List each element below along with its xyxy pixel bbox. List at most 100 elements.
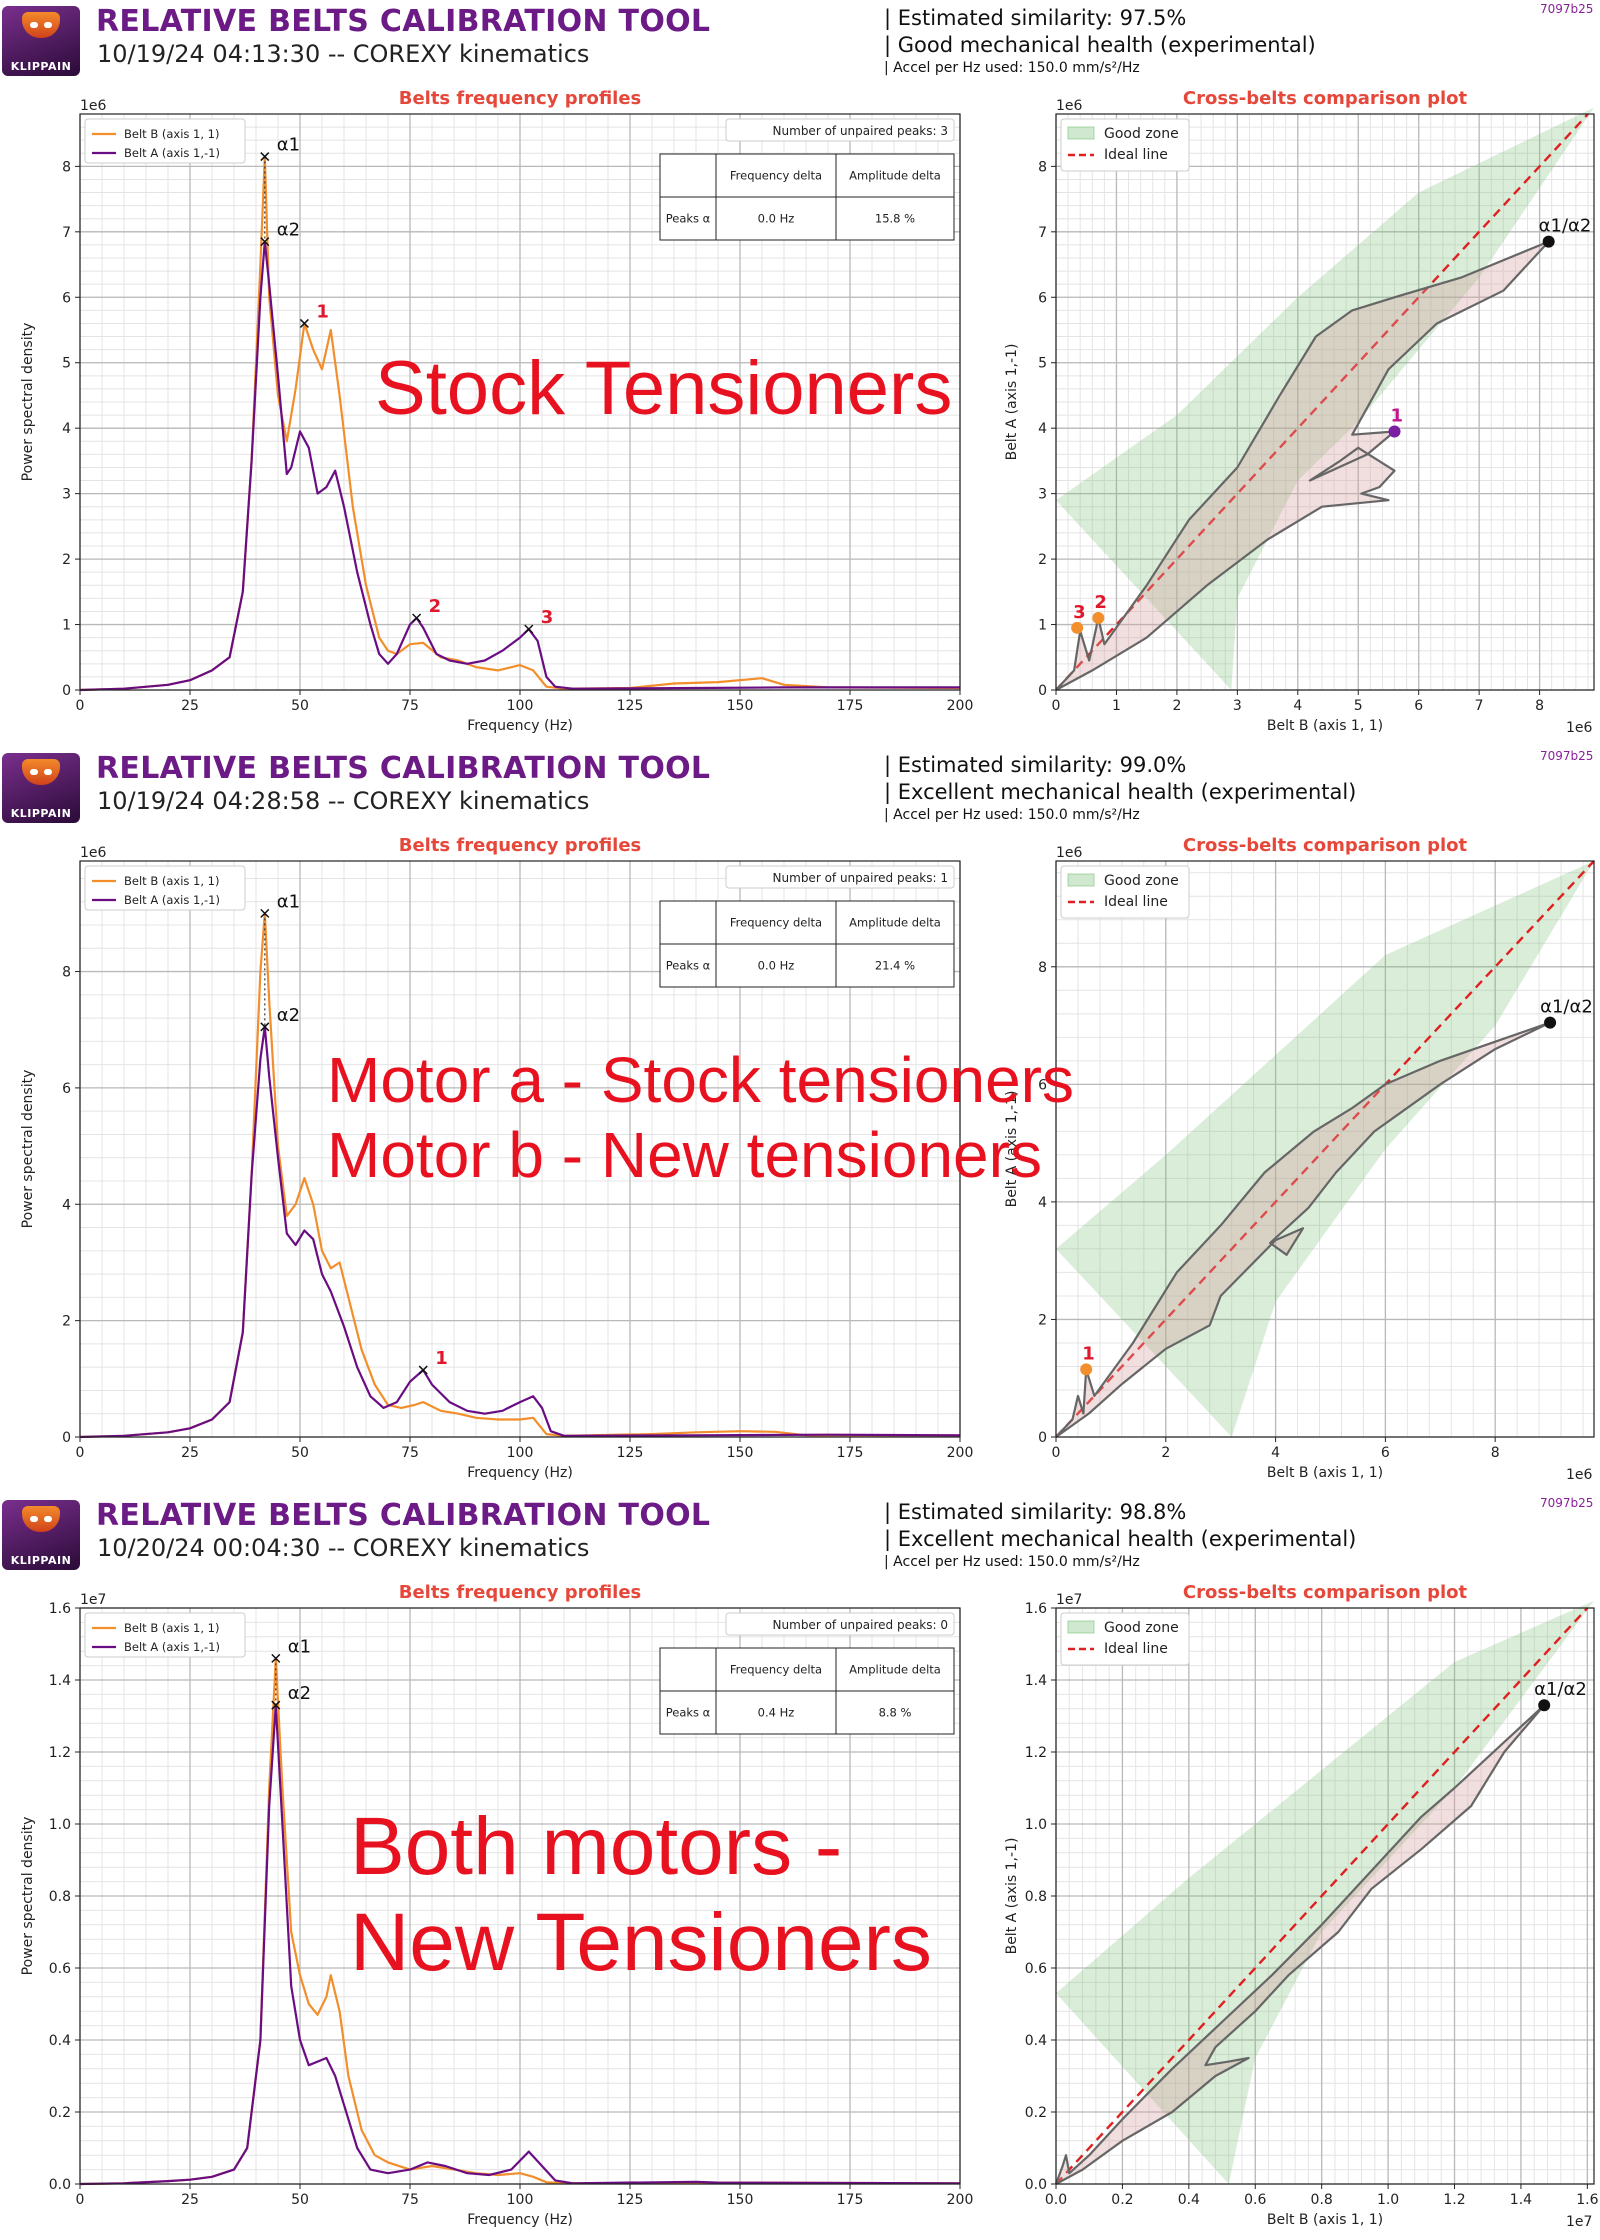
klippain-logo: KLIPPAIN <box>2 753 80 823</box>
legend-label: Belt B (axis 1, 1) <box>124 874 219 888</box>
chart-title: Belts frequency profiles <box>399 1582 642 1603</box>
y-tick-label: 4 <box>1038 1195 1047 1211</box>
peak-marker <box>271 1653 281 1663</box>
x-tick-label: 2 <box>1161 1445 1170 1461</box>
x-tick-label: 50 <box>291 2192 309 2208</box>
logo-eye-icon <box>30 769 38 775</box>
table-header: Frequency delta <box>730 1663 822 1677</box>
y-tick-label: 3 <box>1038 487 1047 503</box>
y-tick-label: 1 <box>62 618 71 634</box>
health-text: | Excellent mechanical health (experimen… <box>884 780 1357 804</box>
legend: Belt B (axis 1, 1) Belt A (axis 1,-1) <box>84 118 246 164</box>
similarity-text: | Estimated similarity: 97.5% <box>884 6 1187 30</box>
accel-text: | Accel per Hz used: 150.0 mm/s²/Hz <box>884 60 1140 76</box>
peak-point <box>1538 1699 1551 1712</box>
x-tick-label: 0.6 <box>1244 2192 1266 2208</box>
peak-marker <box>418 1365 428 1375</box>
peaks-table: Peaks α Frequency delta 0.0 Hz Amplitude de… <box>659 900 955 988</box>
x-tick-label: 200 <box>947 1445 974 1461</box>
x-axis-label: Frequency (Hz) <box>467 2212 573 2228</box>
y-tick-label: 1.4 <box>49 1673 71 1689</box>
x-tick-label: 125 <box>617 1445 644 1461</box>
x-tick-label: 2 <box>1172 698 1181 714</box>
y-tick-label: 5 <box>1038 356 1047 372</box>
tool-title: RELATIVE BELTS CALIBRATION TOOL <box>96 1498 711 1533</box>
y-tick-label: 4 <box>1038 421 1047 437</box>
plot-frame <box>1055 860 1595 1438</box>
x-tick-label: 25 <box>181 1445 199 1461</box>
table-cell: 0.4 Hz <box>758 1706 795 1720</box>
y-multiplier: 1e6 <box>80 98 107 114</box>
logo-crown-icon <box>22 12 60 38</box>
x-tick-label: 5 <box>1354 698 1363 714</box>
unpaired-peaks-text: Number of unpaired peaks: 3 <box>773 124 948 138</box>
peak-point <box>1071 621 1084 634</box>
peak-point <box>1388 425 1401 438</box>
table-cell: 8.8 % <box>879 1706 912 1720</box>
tool-title: RELATIVE BELTS CALIBRATION TOOL <box>96 4 711 39</box>
peak-label: 3 <box>541 607 554 628</box>
peak-label: 2 <box>429 596 442 617</box>
peak-label: α1 <box>288 1636 311 1657</box>
peak-marker <box>260 908 270 918</box>
point-label: 2 <box>1094 592 1107 613</box>
x-tick-label: 6 <box>1414 698 1423 714</box>
legend: Belt B (axis 1, 1) Belt A (axis 1,-1) <box>84 1612 246 1658</box>
legend-label: Good zone <box>1104 873 1179 889</box>
legend-label: Ideal line <box>1104 1641 1168 1657</box>
y-multiplier: 1e7 <box>80 1592 106 1608</box>
y-tick-label: 5 <box>62 356 71 372</box>
y-tick-label: 0.6 <box>49 1961 71 1977</box>
series-line-belt-a <box>79 1025 961 1439</box>
point-label: 1 <box>1082 1343 1095 1364</box>
x-multiplier: 1e6 <box>1566 1467 1593 1483</box>
y-tick-label: 2 <box>1038 1312 1047 1328</box>
y-tick-label: 0.8 <box>1025 1889 1047 1905</box>
accel-text: | Accel per Hz used: 150.0 mm/s²/Hz <box>884 807 1140 823</box>
legend-label: Belt B (axis 1, 1) <box>124 1621 219 1635</box>
y-tick-label: 0.0 <box>1025 2177 1047 2193</box>
y-tick-label: 0.2 <box>49 2105 71 2121</box>
peak-point <box>1542 235 1555 248</box>
peak-marker <box>260 152 270 162</box>
table-cell: 0.0 Hz <box>758 212 795 226</box>
unpaired-box <box>725 118 955 142</box>
table-cell: 15.8 % <box>875 212 915 226</box>
x-tick-label: 100 <box>507 698 534 714</box>
chart-title: Cross-belts comparison plot <box>1183 835 1468 856</box>
x-tick-label: 25 <box>181 698 199 714</box>
peak-label: α1 <box>277 135 300 156</box>
legend-swatch-zone <box>1067 873 1095 887</box>
ideal-line <box>1055 1607 1589 2185</box>
accel-text: | Accel per Hz used: 150.0 mm/s²/Hz <box>884 1554 1140 1570</box>
y-tick-label: 0 <box>62 1430 71 1446</box>
legend-swatch-zone <box>1067 1620 1095 1634</box>
x-tick-label: 50 <box>291 698 309 714</box>
x-tick-label: 25 <box>181 2192 199 2208</box>
chart-title: Cross-belts comparison plot <box>1183 1582 1468 1603</box>
y-multiplier: 1e7 <box>1056 1592 1082 1608</box>
y-tick-label: 1.0 <box>49 1817 71 1833</box>
y-tick-label: 8 <box>1038 159 1047 175</box>
ideal-line <box>1055 113 1589 691</box>
logo-brand-text: KLIPPAIN <box>10 807 72 820</box>
y-tick-label: 1.0 <box>1025 1817 1047 1833</box>
point-label: 1 <box>1391 405 1404 426</box>
belts-path <box>1054 1021 1552 1439</box>
x-tick-label: 200 <box>947 698 974 714</box>
x-tick-label: 50 <box>291 1445 309 1461</box>
peaks-table: Peaks α Frequency delta 0.4 Hz Amplitude de… <box>659 1647 955 1735</box>
legend-label: Belt A (axis 1,-1) <box>124 146 220 160</box>
table-header: Frequency delta <box>730 916 822 930</box>
legend: Good zone Ideal line <box>1060 118 1190 172</box>
version-hash: 7097b25 <box>1540 1496 1594 1510</box>
x-multiplier: 1e6 <box>1566 720 1593 736</box>
y-axis-label: Power spectral density <box>20 323 36 482</box>
x-tick-label: 175 <box>837 698 864 714</box>
legend-label: Ideal line <box>1104 894 1168 910</box>
logo-eye-icon <box>30 1516 38 1522</box>
y-tick-label: 0.4 <box>1025 2033 1047 2049</box>
logo-brand-text: KLIPPAIN <box>10 60 72 73</box>
y-tick-label: 2 <box>62 552 71 568</box>
similarity-text: | Estimated similarity: 98.8% <box>884 1500 1187 1524</box>
